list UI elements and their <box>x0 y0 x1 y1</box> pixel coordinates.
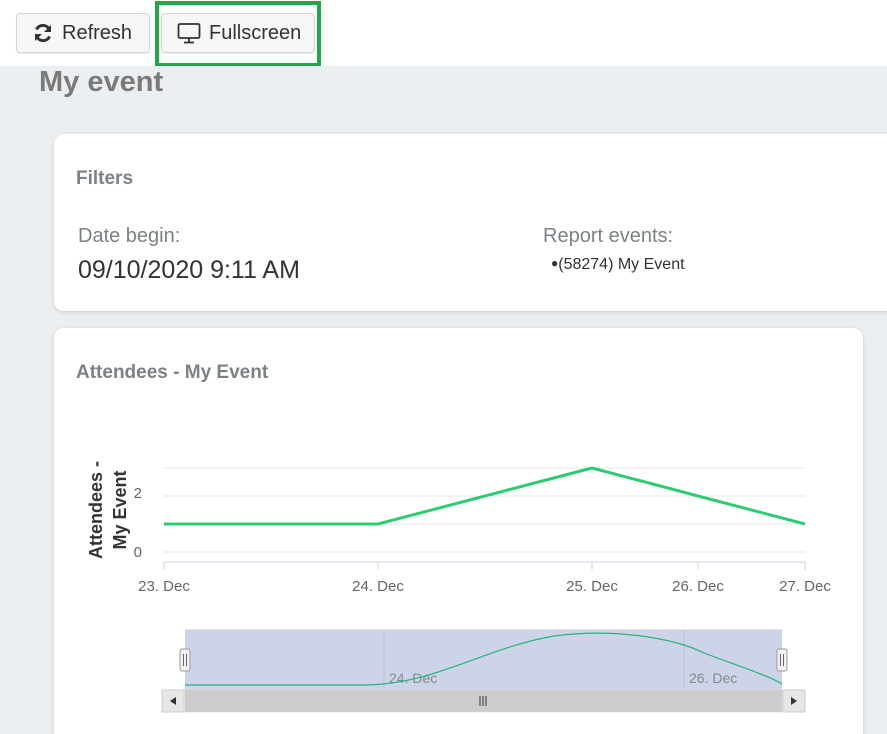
x-tick-label: 25. Dec <box>566 578 618 595</box>
x-tick-label: 24. Dec <box>352 578 404 595</box>
arrow-left-icon <box>170 697 176 705</box>
page-content: My event Filters Date begin: 09/10/2020 … <box>0 66 887 734</box>
page-title: My event <box>39 66 164 98</box>
x-tick-label: 23. Dec <box>138 578 190 595</box>
navigator-handle[interactable] <box>776 648 788 672</box>
bullet-icon: ● <box>551 256 559 270</box>
navigator-label: 26. Dec <box>689 670 737 686</box>
arrow-right-icon <box>791 697 797 705</box>
filters-card: Filters Date begin: 09/10/2020 9:11 AM R… <box>54 134 887 311</box>
highlight-box <box>155 1 321 67</box>
y-tick-label: 0 <box>134 544 142 561</box>
navigator-series <box>185 632 783 686</box>
refresh-label: Refresh <box>62 21 133 44</box>
series-line[interactable] <box>164 466 806 526</box>
navigator-mask <box>185 630 782 690</box>
monitor-icon <box>177 22 201 44</box>
y-axis-title: Attendees - My Event <box>86 461 130 559</box>
navigator-label: 24. Dec <box>389 670 437 686</box>
fullscreen-label: Fullscreen <box>209 21 302 44</box>
date-begin-label: Date begin: <box>78 225 181 247</box>
x-tick-label: 27. Dec <box>779 578 831 595</box>
chart-title: Attendees - My Event <box>76 362 269 383</box>
fullscreen-button[interactable]: Fullscreen <box>161 13 315 53</box>
refresh-button[interactable]: Refresh <box>16 13 150 53</box>
y-tick-label: 2 <box>134 485 142 502</box>
navigator-handle[interactable] <box>179 648 191 672</box>
date-begin-value: 09/10/2020 9:11 AM <box>78 256 300 284</box>
toolbar: Refresh Fullscreen <box>0 0 887 66</box>
chart-card: Attendees - My Event 0 2 Attendees - My Eve… <box>54 328 863 734</box>
refresh-icon <box>32 22 54 44</box>
report-events-label: Report events: <box>543 225 674 247</box>
report-event-item: ●(58274) My Event <box>551 256 685 273</box>
filters-title: Filters <box>76 168 134 189</box>
x-tick-label: 26. Dec <box>672 578 724 595</box>
